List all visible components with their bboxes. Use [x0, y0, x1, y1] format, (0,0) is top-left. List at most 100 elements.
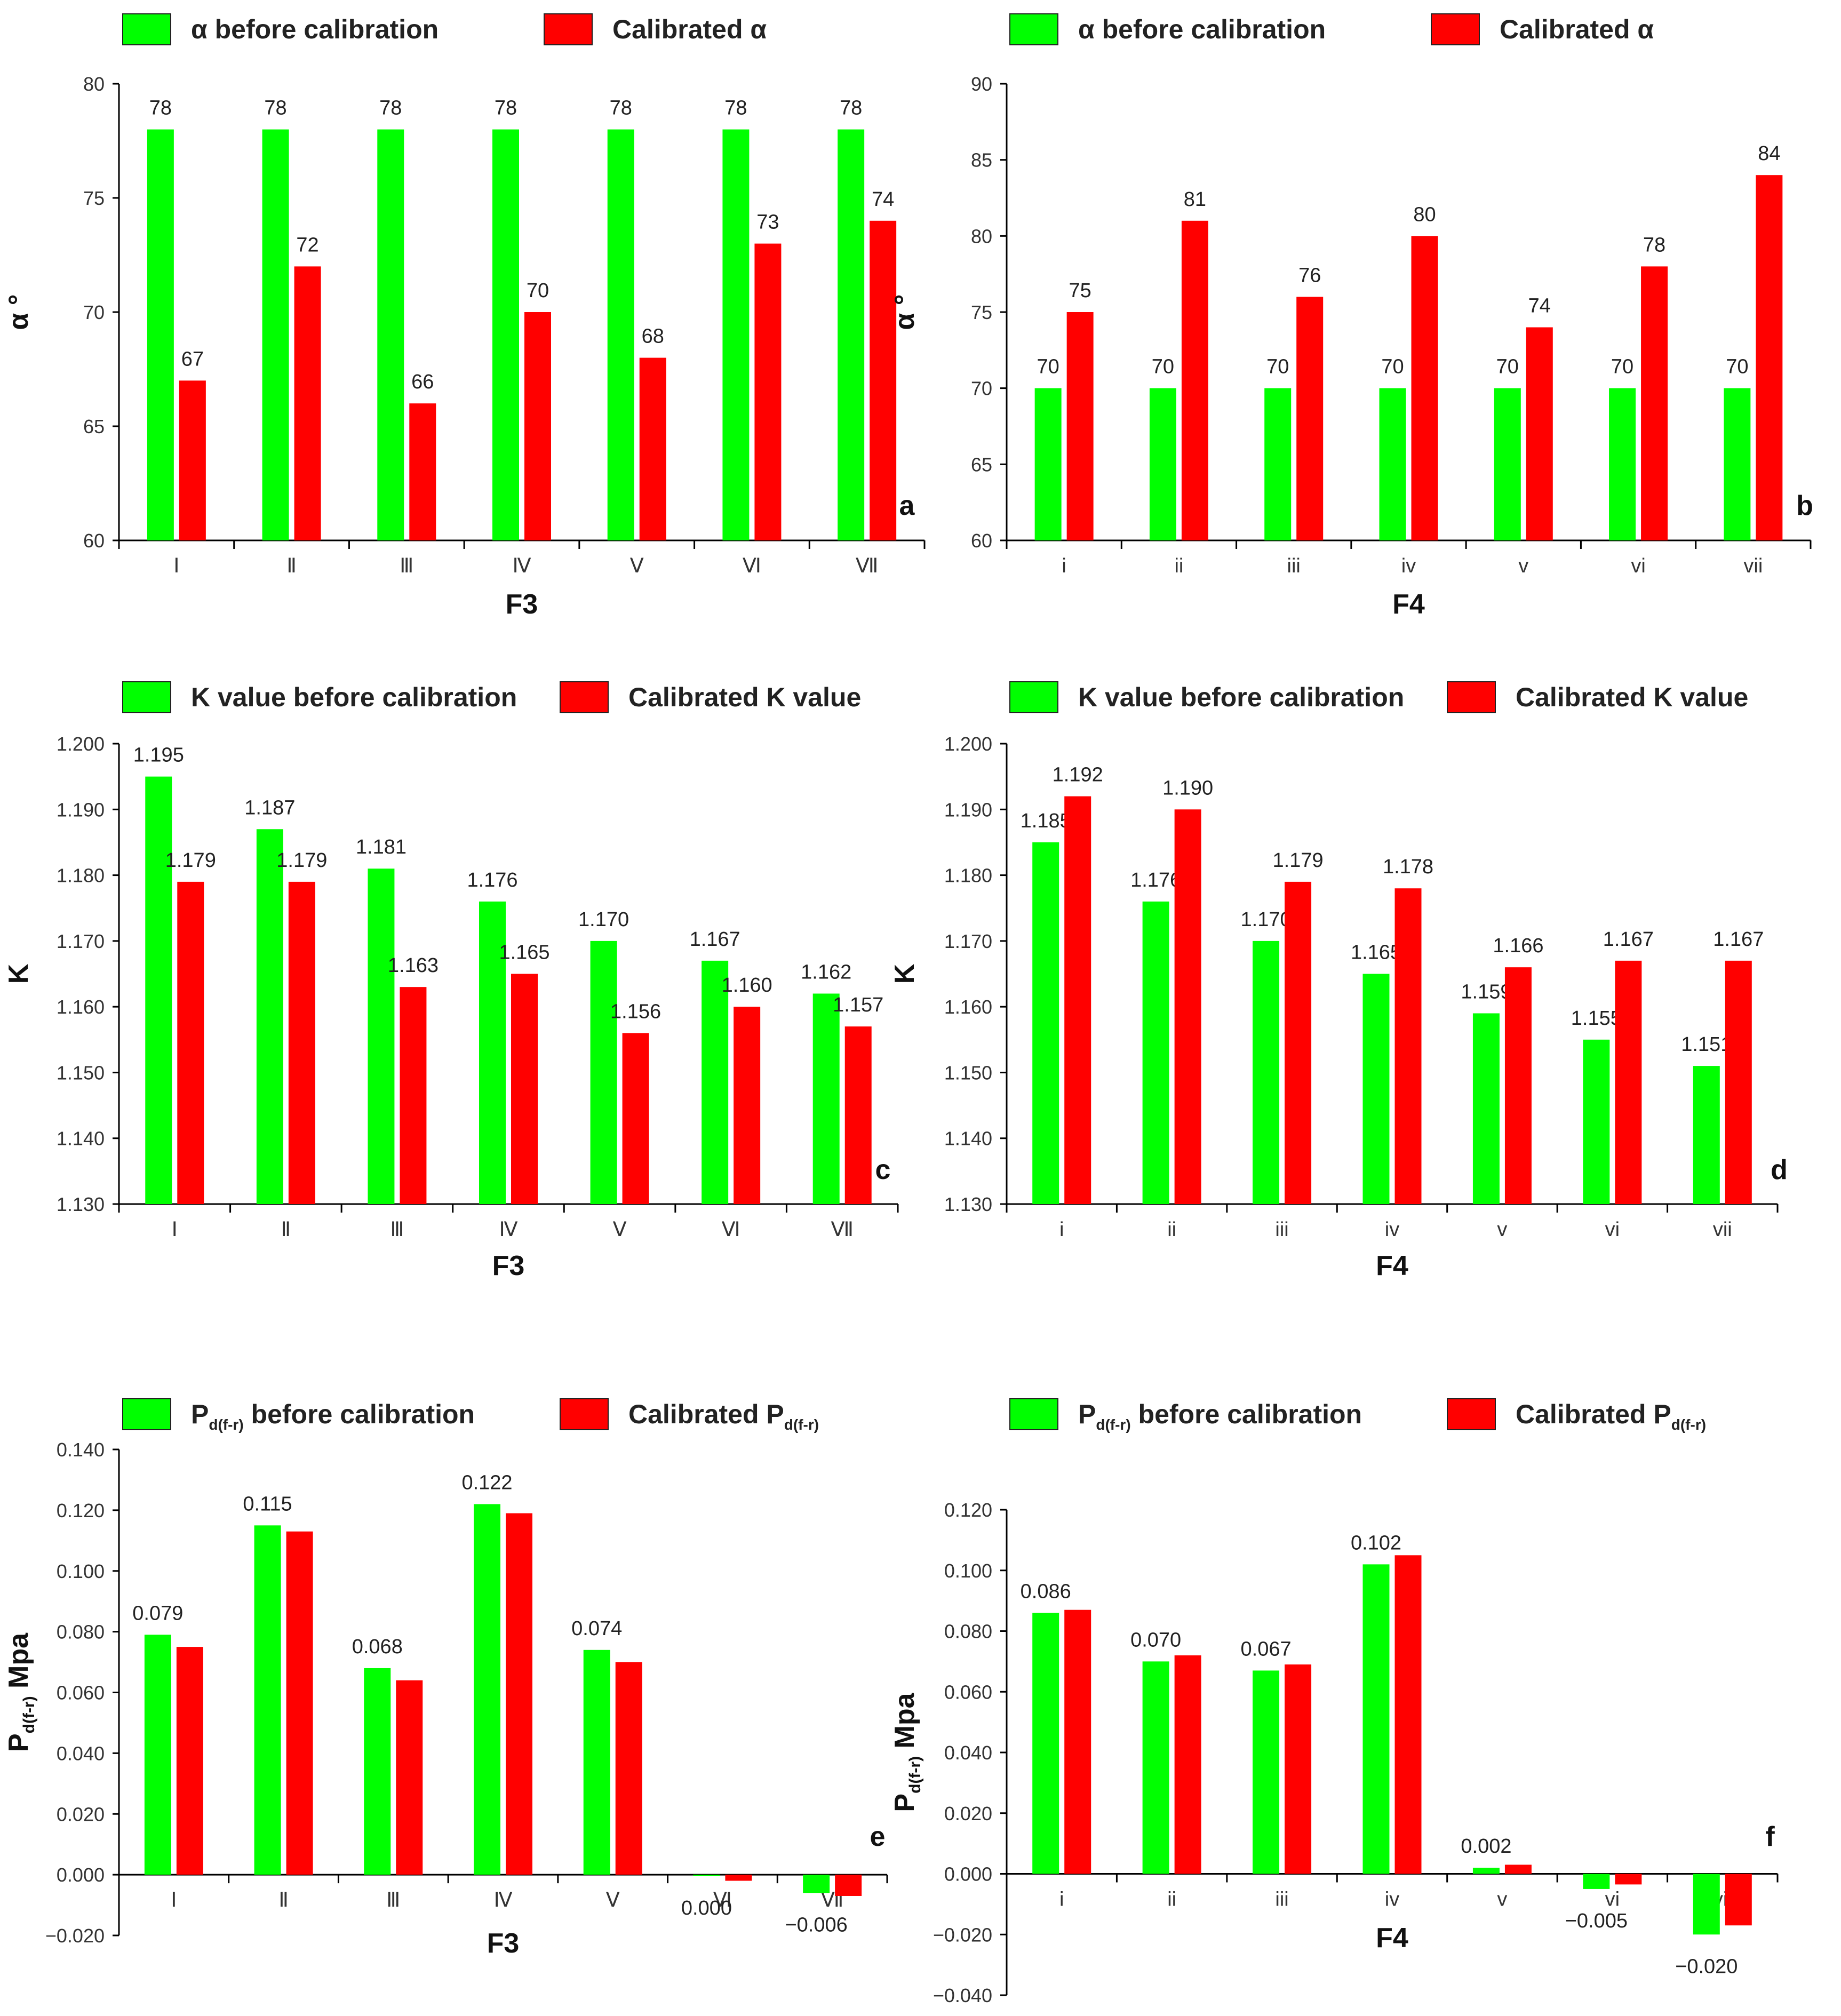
legend-swatch-before	[1009, 13, 1058, 45]
bar-calibrated-2	[288, 881, 315, 1204]
bar-before-6	[1583, 1874, 1610, 1889]
y-tick-label: 1.160	[944, 996, 992, 1018]
data-label-before-6: 0.000	[681, 1897, 732, 1919]
y-tick-label: 0.100	[944, 1560, 992, 1582]
data-label-before-3: 0.068	[352, 1636, 403, 1658]
legend-label-before: K value before calibration	[191, 682, 517, 712]
bar-calibrated-5	[1504, 1864, 1532, 1874]
data-label-calibrated-3: 1.163	[388, 954, 439, 977]
bar-calibrated-3	[1285, 881, 1312, 1204]
legend-swatch-calibrated	[544, 13, 593, 45]
y-tick-label: 1.170	[57, 930, 105, 952]
data-label-before-6: 78	[724, 97, 747, 119]
y-tick-label: 1.150	[57, 1062, 105, 1083]
bar-before-3	[368, 868, 395, 1204]
x-tick-label: ii	[1167, 1888, 1176, 1911]
bar-calibrated-7	[835, 1875, 862, 1896]
legend-text-main: P	[191, 1399, 209, 1429]
bar-before-7	[1693, 1874, 1720, 1935]
bar-before-3	[1253, 1670, 1280, 1874]
legend-text-subscript: d(f-r)	[209, 1416, 243, 1433]
panel-b: α before calibration Calibrated α 60 65 70 75…	[889, 13, 1813, 620]
bar-calibrated-2	[1181, 220, 1208, 540]
x-tick-label: Ⅴ	[613, 1218, 627, 1241]
x-axis-title: F3	[506, 589, 538, 620]
x-tick-label: Ⅴ	[630, 555, 644, 577]
data-label-before-2: 1.187	[244, 796, 295, 819]
bar-calibrated-1	[1064, 1609, 1091, 1874]
data-label-before-6: 1.167	[690, 928, 740, 951]
data-label-before-3: 1.181	[356, 836, 407, 858]
data-label-before-3: 0.067	[1241, 1638, 1292, 1660]
data-label-calibrated-6: 73	[756, 211, 779, 234]
legend-label-calibrated: Calibrated Pd(f-r)	[1516, 1399, 1706, 1433]
data-label-calibrated-7: 74	[872, 188, 894, 211]
data-label-calibrated-2: 1.190	[1162, 777, 1213, 799]
y-axis-title-suffix: Mpa	[889, 1692, 920, 1756]
bar-before-4	[479, 901, 506, 1204]
bar-before-4	[492, 129, 519, 541]
x-tick-label: Ⅳ	[499, 1218, 517, 1241]
legend-text-main: K value before calibration	[191, 682, 517, 712]
x-tick-label: i	[1059, 1218, 1064, 1241]
bar-before-2	[1149, 388, 1176, 540]
bar-calibrated-5	[1504, 967, 1532, 1204]
bar-before-5	[607, 129, 634, 541]
panel-a: α before calibration Calibrated α 60 65 70 75…	[3, 13, 926, 620]
y-tick-label: 80	[971, 225, 992, 247]
data-label-before-5: 0.074	[571, 1617, 622, 1640]
y-tick-label: 1.200	[944, 733, 992, 755]
y-tick-label: 0.080	[944, 1621, 992, 1643]
legend-swatch-calibrated	[560, 1398, 609, 1430]
x-axis-title: F4	[1376, 1250, 1408, 1281]
legend-text-main: Calibrated α	[612, 14, 767, 44]
y-tick-label: 65	[971, 453, 992, 475]
legend-text-main: Calibrated P	[628, 1399, 784, 1429]
y-axis-title: α °	[889, 294, 920, 330]
legend-text-subscript: d(f-r)	[784, 1416, 819, 1433]
x-tick-label: v	[1497, 1888, 1507, 1911]
panel-c: K value before calibration Calibrated K v…	[3, 681, 899, 1281]
legend-label-before: Pd(f-r) before calibration	[191, 1399, 475, 1433]
x-tick-label: Ⅶ	[856, 555, 879, 577]
legend-swatch-calibrated	[1447, 681, 1496, 713]
bar-before-5	[590, 941, 617, 1204]
x-tick-label: iii	[1275, 1218, 1288, 1241]
data-label-calibrated-7: 1.157	[833, 994, 883, 1016]
data-label-calibrated-1: 1.192	[1053, 764, 1103, 786]
y-tick-label: 70	[83, 301, 105, 323]
y-tick-label: −0.040	[933, 1985, 992, 2006]
y-tick-label: 1.140	[57, 1128, 105, 1150]
legend-text-subscript: d(f-r)	[1671, 1416, 1706, 1433]
y-tick-label: 0.120	[944, 1499, 992, 1521]
bar-before-1	[1032, 1613, 1059, 1874]
panel-f: Pd(f-r) before calibration Calibrated Pd(…	[889, 1398, 1779, 2006]
legend-text-main: Calibrated P	[1516, 1399, 1671, 1429]
bar-calibrated-4	[1411, 236, 1438, 540]
y-tick-label: −0.020	[45, 1925, 105, 1947]
y-tick-label: 0.040	[944, 1742, 992, 1764]
bar-calibrated-2	[1174, 1655, 1201, 1874]
x-tick-label: Ⅳ	[512, 555, 531, 577]
data-label-calibrated-4: 1.178	[1383, 856, 1433, 878]
y-axis-title: K	[3, 963, 34, 984]
bar-calibrated-7	[1725, 1874, 1752, 1926]
bar-calibrated-7	[1725, 960, 1752, 1204]
bar-before-6	[1583, 1039, 1610, 1204]
y-tick-label: 70	[971, 378, 992, 400]
bar-before-2	[262, 129, 289, 541]
panel-letter: b	[1796, 490, 1813, 521]
y-axis-title: Pd(f-r) Mpa	[3, 1632, 38, 1752]
bar-before-1	[145, 776, 172, 1204]
bar-before-6	[693, 1875, 720, 1876]
y-tick-label: 0.140	[57, 1439, 105, 1461]
data-label-calibrated-7: 1.167	[1713, 928, 1764, 951]
legend-text-main: Calibrated α	[1500, 14, 1654, 44]
x-tick-label: Ⅲ	[400, 555, 413, 577]
y-tick-label: 1.190	[57, 799, 105, 820]
x-tick-label: ii	[1167, 1218, 1176, 1241]
y-tick-label: 1.160	[57, 996, 105, 1018]
x-tick-label: vii	[1743, 555, 1763, 577]
data-label-before-4: 0.122	[461, 1471, 512, 1494]
